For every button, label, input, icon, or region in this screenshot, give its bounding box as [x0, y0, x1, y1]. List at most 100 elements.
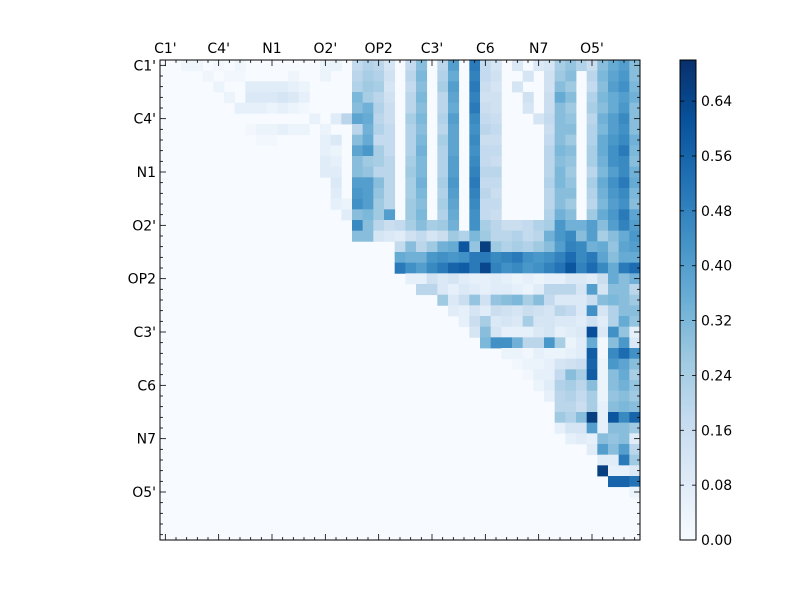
heatmap-cell: [533, 113, 545, 125]
heatmap-cell: [533, 358, 545, 370]
heatmap-cell: [213, 81, 225, 93]
heatmap-cell: [298, 102, 310, 114]
heatmap-cell: [352, 92, 364, 104]
heatmap-cell: [565, 60, 577, 72]
heatmap-cell: [608, 209, 620, 221]
heatmap-cell: [629, 156, 641, 168]
heatmap-cell: [256, 124, 268, 136]
heatmap-cell: [469, 81, 481, 93]
heatmap-cell: [565, 124, 577, 136]
heatmap-cell: [426, 220, 438, 232]
heatmap-cell: [480, 113, 492, 125]
heatmap-cell: [288, 81, 300, 93]
heatmap-cell: [618, 156, 630, 168]
heatmap-cell: [480, 284, 492, 296]
heatmap-cell: [352, 60, 364, 72]
heatmap-cell: [608, 70, 620, 82]
x-tick-label: C1': [154, 41, 177, 57]
heatmap-cell: [469, 198, 481, 210]
heatmap-cell: [586, 177, 598, 189]
heatmap-cell: [618, 198, 630, 210]
heatmap-cell: [618, 166, 630, 178]
heatmap-cell: [234, 102, 246, 114]
heatmap-cell: [608, 198, 620, 210]
heatmap-cell: [352, 198, 364, 210]
heatmap-cell: [608, 92, 620, 104]
heatmap-cell: [629, 358, 641, 370]
heatmap-cell: [437, 145, 449, 157]
heatmap-cell: [490, 134, 502, 146]
heatmap-cell: [597, 81, 609, 93]
heatmap-cell: [490, 145, 502, 157]
heatmap-cell: [405, 262, 417, 274]
heatmap-cell: [405, 124, 417, 136]
heatmap-cell: [544, 124, 556, 136]
heatmap-cell: [405, 252, 417, 264]
heatmap-cell: [608, 102, 620, 114]
heatmap-cell: [565, 252, 577, 264]
heatmap-cell: [608, 252, 620, 264]
heatmap-cell: [448, 81, 460, 93]
heatmap-cell: [618, 230, 630, 242]
heatmap-cell: [416, 284, 428, 296]
heatmap-cell: [533, 284, 545, 296]
heatmap-cell: [522, 252, 534, 264]
y-tick-label: OP2: [128, 272, 156, 288]
heatmap-cell: [608, 305, 620, 317]
heatmap-cell: [597, 294, 609, 306]
heatmap-cell: [544, 241, 556, 253]
heatmap-cell: [597, 124, 609, 136]
heatmap-cell: [554, 230, 566, 242]
heatmap-cell: [512, 348, 524, 360]
heatmap-cell: [405, 81, 417, 93]
heatmap-cell: [565, 70, 577, 82]
heatmap-cell: [597, 316, 609, 328]
heatmap-cell: [597, 113, 609, 125]
heatmap-cell: [480, 273, 492, 285]
heatmap-cell: [469, 209, 481, 221]
colorbar-frame: [679, 59, 697, 541]
heatmap-cell: [469, 145, 481, 157]
heatmap-cell: [490, 209, 502, 221]
heatmap-cell: [384, 81, 396, 93]
heatmap-cell: [597, 358, 609, 370]
heatmap-cell: [586, 294, 598, 306]
heatmap-cell: [544, 134, 556, 146]
heatmap-cell: [373, 156, 385, 168]
heatmap-cell: [405, 102, 417, 114]
y-tick-label: N7: [137, 432, 156, 448]
heatmap-cell: [448, 177, 460, 189]
heatmap-cell: [384, 145, 396, 157]
heatmap-cell: [352, 70, 364, 82]
heatmap-cell: [352, 230, 364, 242]
heatmap-cell: [586, 230, 598, 242]
heatmap-cell: [565, 230, 577, 242]
heatmap-cell: [533, 348, 545, 360]
heatmap-cell: [522, 284, 534, 296]
heatmap-cell: [501, 252, 513, 264]
heatmap-cell: [597, 134, 609, 146]
heatmap-cell: [405, 198, 417, 210]
heatmap-cell: [469, 188, 481, 200]
colorbar-tick-label: 0.56: [701, 149, 732, 165]
heatmap-cell: [576, 326, 588, 338]
heatmap-cell: [181, 60, 193, 72]
heatmap-cell: [629, 294, 641, 306]
heatmap-cell: [416, 230, 428, 242]
heatmap-cell: [448, 220, 460, 232]
heatmap-cell: [480, 124, 492, 136]
heatmap-cell: [469, 252, 481, 264]
heatmap-cell: [480, 156, 492, 168]
heatmap-cell: [480, 337, 492, 349]
heatmap-cell: [416, 156, 428, 168]
heatmap-cell: [469, 177, 481, 189]
heatmap-cell: [629, 454, 641, 466]
heatmap-cell: [576, 369, 588, 381]
heatmap-cell: [608, 316, 620, 328]
heatmap-cell: [384, 220, 396, 232]
colorbar-tick-label: 0.32: [701, 314, 732, 330]
heatmap-cell: [448, 198, 460, 210]
heatmap-cell: [373, 81, 385, 93]
heatmap-cell: [522, 220, 534, 232]
heatmap-cell: [533, 241, 545, 253]
